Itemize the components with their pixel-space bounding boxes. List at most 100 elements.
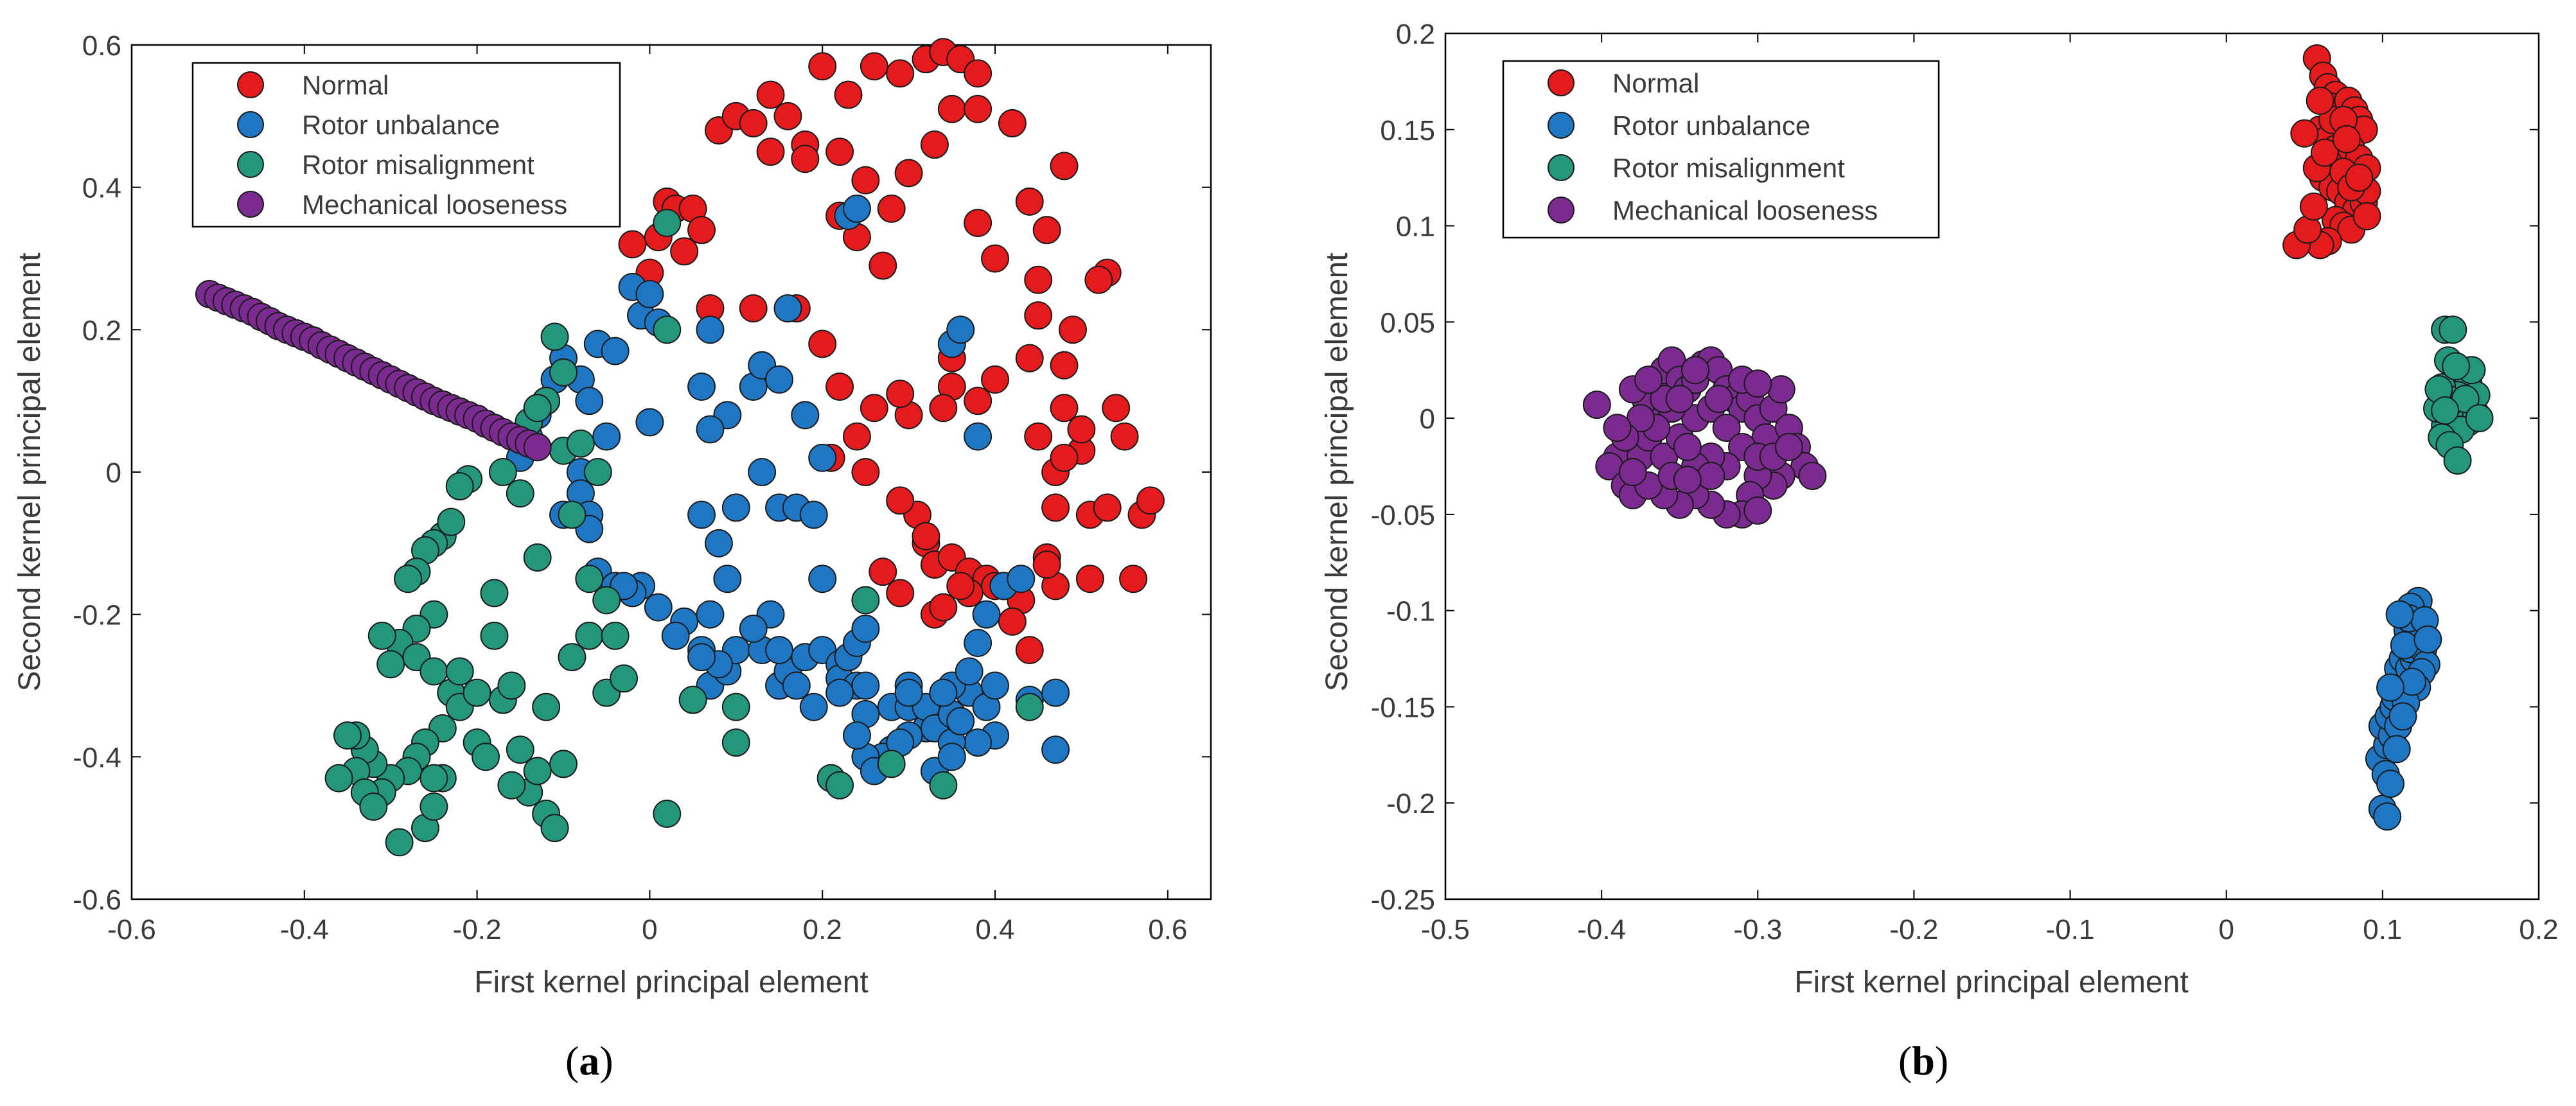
panel-a-point-rotor-misalignment <box>333 721 362 750</box>
panel-a-point-rotor-unbalance <box>696 600 725 629</box>
panel-a-point-rotor-unbalance <box>799 692 828 721</box>
panel-b-legend-label-rotor-misalignment: Rotor misalignment <box>1612 153 1845 183</box>
panel-a-point-normal <box>1032 550 1061 579</box>
panel-a-legend: Normal Rotor unbalance Rotor misalignment M… <box>191 62 621 228</box>
panel-a-point-normal <box>1015 187 1044 216</box>
panel-a-y-axis-label: Second kernel principal element <box>13 252 47 691</box>
panel-b-point-mechanical-looseness <box>1665 385 1694 414</box>
panel-a-point-rotor-misalignment <box>583 458 612 486</box>
panel-a-point-rotor-unbalance <box>964 422 992 451</box>
panel-a-point-rotor-misalignment <box>558 500 587 529</box>
panel-a-y-tick-label: 0.6 <box>82 30 121 62</box>
panel-b-legend-marker-mechanical-looseness <box>1548 197 1575 224</box>
panel-b-point-rotor-unbalance <box>2390 631 2419 660</box>
panel-b-x-tick-label: -0.2 <box>1890 914 1939 945</box>
panel-a-point-rotor-unbalance <box>851 614 880 643</box>
panel-a-point-rotor-misalignment <box>575 565 604 593</box>
panel-b-axis-ticks: -0.5 -0.4 -0.3 -0.2 -0.1 0 0.1 0.2 -0.25 -0.2 -0.1… <box>1371 19 2559 945</box>
panel-a-x-tick-label: 0.6 <box>1148 914 1187 945</box>
panel-b-point-mechanical-looseness <box>1798 461 1827 490</box>
panel-a-legend-marker-rotor-unbalance <box>237 111 264 138</box>
panel-a-point-normal <box>886 380 915 408</box>
panel-b-point-normal <box>2299 192 2328 221</box>
panel-a-point-rotor-misalignment <box>497 671 526 700</box>
panel-a-y-tick-label: 0.4 <box>82 173 121 204</box>
panel-a-legend-label-normal: Normal <box>302 70 389 100</box>
panel-b-point-mechanical-looseness <box>1743 496 1772 525</box>
panel-a-point-mechanical-looseness <box>523 433 552 462</box>
panel-a-point-normal <box>998 607 1027 636</box>
panel-a-point-rotor-misalignment <box>437 507 466 536</box>
panel-a-point-rotor-unbalance <box>635 279 664 308</box>
panel-a-point-normal <box>851 458 880 486</box>
panel-a-point-rotor-misalignment <box>549 358 578 387</box>
panel-a-x-tick-label: 0.4 <box>975 914 1014 945</box>
panel-b-chart: -0.5 -0.4 -0.3 -0.2 -0.1 0 0.1 0.2 -0.25 -0.2 -0.1… <box>1320 19 2559 999</box>
panel-a-point-normal <box>1015 344 1044 373</box>
panel-b-point-rotor-misalignment <box>2431 396 2460 425</box>
panel-a-point-rotor-misalignment <box>419 792 448 821</box>
panel-a-point-normal <box>894 159 923 188</box>
panel-a-point-rotor-misalignment <box>367 621 396 650</box>
panel-a-point-rotor-misalignment <box>376 650 405 679</box>
panel-a-point-rotor-misalignment <box>653 209 682 238</box>
panel-a-point-normal <box>1102 394 1131 423</box>
panel-a-point-normal <box>1058 315 1087 344</box>
panel-a-point-rotor-unbalance <box>601 337 630 365</box>
panel-a-point-rotor-unbalance <box>946 315 975 344</box>
panel-b-y-axis-label: Second kernel principal element <box>1320 252 1354 691</box>
panel-a-y-tick-label: 0.2 <box>82 315 121 346</box>
panel-a-y-tick-label: 0 <box>106 457 121 489</box>
panel-a-point-normal <box>773 101 802 130</box>
panel-a-point-normal <box>791 145 820 173</box>
panel-a-point-rotor-unbalance <box>937 742 966 771</box>
panel-a-point-rotor-misalignment <box>359 792 388 821</box>
panel-a-point-rotor-unbalance <box>946 707 975 735</box>
panel-a-point-normal <box>687 216 716 245</box>
panel-a-point-normal <box>1050 394 1079 423</box>
panel-a-point-normal <box>618 230 647 259</box>
panel-a-point-normal <box>1041 493 1070 522</box>
panel-a-point-rotor-unbalance <box>799 500 828 529</box>
panel-a-point-normal <box>869 557 897 586</box>
panel-a-x-tick-label: 0 <box>642 914 657 945</box>
panel-a-point-rotor-unbalance <box>704 529 733 557</box>
panel-b-legend-marker-rotor-misalignment <box>1548 154 1575 181</box>
panel-a-point-normal <box>808 329 837 358</box>
panel-b-point-rotor-misalignment <box>2439 315 2467 344</box>
panel-b-legend-marker-normal <box>1548 69 1575 96</box>
panel-a-point-normal <box>1050 351 1079 380</box>
panel-a-point-rotor-misalignment <box>463 678 491 707</box>
panel-a-point-normal <box>981 365 1009 394</box>
panel-b-point-normal <box>2352 202 2381 231</box>
panel-a-point-rotor-misalignment <box>540 322 569 351</box>
panel-b-x-tick-label: -0.5 <box>1421 914 1470 945</box>
panel-a-point-rotor-misalignment <box>653 800 682 828</box>
panel-a-point-rotor-unbalance <box>739 614 768 643</box>
panel-b-x-tick-label: -0.4 <box>1577 914 1626 945</box>
panel-b-point-normal <box>2306 86 2334 115</box>
panel-a-point-normal <box>1032 216 1061 245</box>
panel-a-point-rotor-misalignment <box>419 764 448 793</box>
panel-a-point-normal <box>756 137 785 166</box>
panel-b-point-rotor-misalignment <box>2442 352 2471 381</box>
panel-b-x-tick-label: -0.1 <box>2046 914 2095 945</box>
panel-a-legend-label-rotor-misalignment: Rotor misalignment <box>302 150 534 180</box>
panel-a-point-rotor-misalignment <box>678 685 707 714</box>
panel-a-point-rotor-misalignment <box>610 664 639 693</box>
panel-a-point-rotor-unbalance <box>955 657 984 686</box>
panel-a-point-rotor-unbalance <box>1007 565 1036 593</box>
panel-a-point-rotor-misalignment <box>1015 692 1044 721</box>
panel-b-point-mechanical-looseness <box>1634 365 1663 394</box>
panel-a-point-rotor-unbalance <box>765 365 793 394</box>
panel-a-point-rotor-unbalance <box>687 373 716 401</box>
panel-a-point-normal <box>1110 422 1139 451</box>
panel-b-y-tick-label: -0.05 <box>1371 500 1435 531</box>
panel-a-point-rotor-unbalance <box>842 721 871 750</box>
panel-a-x-tick-label: -0.2 <box>453 914 502 945</box>
panel-b-point-mechanical-looseness <box>1767 375 1795 404</box>
panel-a-point-normal <box>920 130 949 159</box>
panel-a-point-rotor-unbalance <box>1041 678 1070 707</box>
panel-a-point-rotor-unbalance <box>825 678 854 707</box>
panel-a-point-normal <box>886 486 915 515</box>
